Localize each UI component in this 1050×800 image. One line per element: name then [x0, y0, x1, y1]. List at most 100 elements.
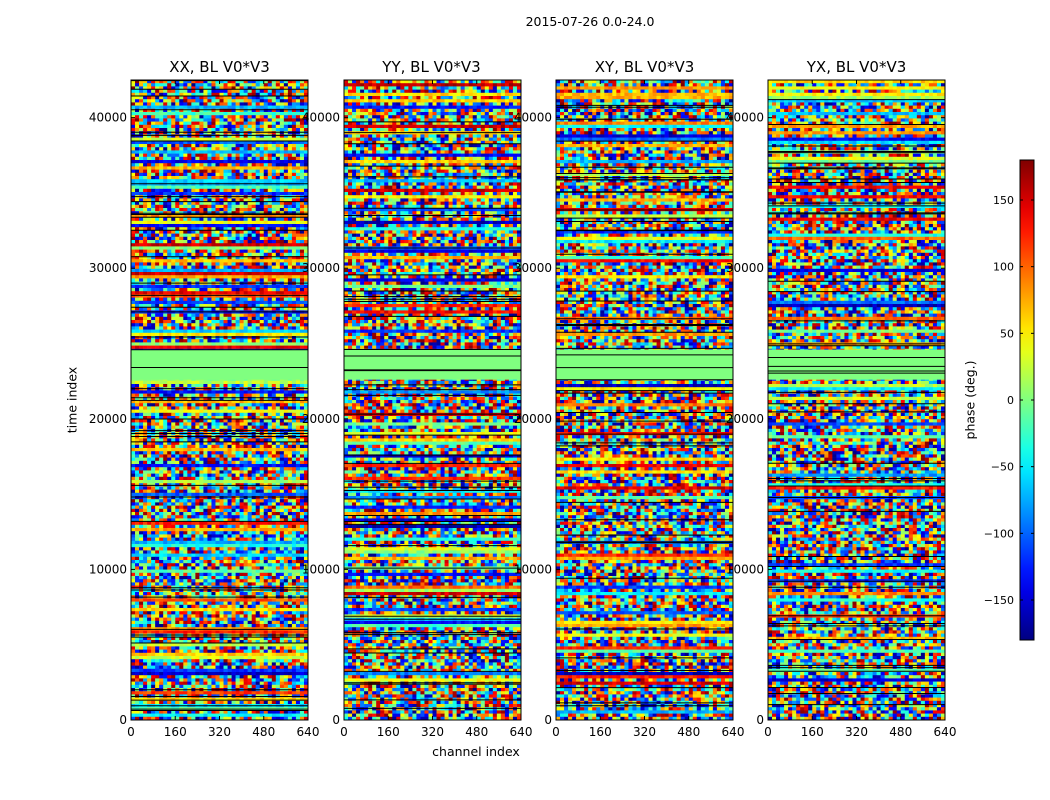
heatmap-cell	[235, 316, 240, 321]
heatmap-cell	[195, 393, 200, 398]
heatmap-cell	[235, 131, 240, 135]
heatmap-cell	[187, 342, 192, 346]
heatmap-cell	[219, 208, 224, 212]
heatmap-cell	[163, 291, 168, 295]
heatmap-cell	[211, 112, 216, 116]
heatmap-cell	[175, 131, 180, 135]
heatmap-cell	[139, 214, 144, 218]
heatmap-cell	[239, 380, 244, 385]
heatmap-cell	[299, 121, 305, 126]
heatmap-cell	[243, 118, 248, 122]
heatmap-cell	[223, 227, 228, 231]
heatmap-cell	[159, 278, 164, 282]
heatmap-cell	[291, 201, 297, 206]
heatmap-cell	[267, 160, 273, 164]
heatmap-cell	[183, 96, 188, 100]
heatmap-cell	[167, 246, 172, 250]
heatmap-cell	[295, 284, 301, 289]
heatmap-cell	[195, 304, 200, 308]
heatmap-cell	[131, 336, 136, 340]
heatmap-cell	[251, 220, 256, 225]
heatmap-cell	[195, 342, 200, 346]
heatmap-cell	[287, 140, 293, 145]
heatmap-cell	[231, 96, 236, 100]
heatmap-cell	[175, 294, 180, 298]
heatmap-cell	[131, 220, 136, 225]
heatmap-cell	[191, 131, 196, 135]
heatmap-cell	[175, 96, 180, 100]
heatmap-cell	[175, 118, 180, 122]
heatmap-cell	[279, 156, 285, 161]
heatmap-cell	[247, 339, 252, 343]
heatmap-cell	[291, 112, 297, 116]
heatmap-cell	[275, 160, 281, 164]
heatmap-cell	[223, 345, 228, 350]
heatmap-cell	[203, 112, 208, 116]
heatmap-cell	[263, 390, 269, 394]
heatmap-cell	[283, 416, 289, 420]
heatmap-cell	[191, 438, 196, 442]
heatmap-cell	[159, 115, 164, 119]
heatmap-cell	[275, 390, 281, 394]
heatmap-cell	[159, 105, 164, 110]
heatmap-cell	[251, 96, 256, 100]
heatmap-cell	[303, 131, 308, 135]
heatmap-cell	[203, 416, 208, 420]
heatmap-cell	[251, 259, 256, 263]
heatmap-cell	[259, 176, 265, 180]
heatmap-cell	[291, 336, 297, 340]
heatmap-cell	[163, 233, 168, 238]
heatmap-cell	[191, 169, 196, 174]
heatmap-cell	[135, 291, 140, 295]
heatmap-cell	[131, 342, 136, 346]
heatmap-cell	[199, 140, 204, 145]
heatmap-cell	[243, 313, 248, 318]
heatmap-cell	[255, 336, 261, 340]
heatmap-cell	[143, 406, 148, 410]
heatmap-cell	[167, 83, 172, 87]
heatmap-cell	[207, 438, 212, 442]
heatmap-cell	[223, 192, 228, 196]
heatmap-cell	[235, 278, 240, 282]
heatmap-cell	[147, 403, 152, 407]
heatmap-cell	[275, 204, 281, 209]
heatmap-cell	[131, 86, 136, 90]
heatmap-cell	[199, 118, 204, 122]
heatmap-cell	[239, 284, 244, 289]
heatmap-cell	[151, 380, 156, 385]
heatmap-cell	[295, 192, 301, 196]
heatmap-cell	[251, 252, 256, 257]
heatmap-cell	[235, 217, 240, 222]
heatmap-cell	[135, 208, 140, 212]
heatmap-cell	[171, 156, 176, 161]
heatmap-cell	[251, 172, 256, 177]
heatmap-cell	[163, 169, 168, 174]
heatmap-cell	[251, 204, 256, 209]
heatmap-cell	[231, 422, 236, 426]
heatmap-cell	[263, 438, 269, 442]
heatmap-cell	[223, 412, 228, 417]
heatmap-cell	[159, 313, 164, 318]
heatmap-cell	[299, 188, 305, 193]
heatmap-cell	[299, 208, 305, 212]
heatmap-cell	[303, 380, 308, 385]
heatmap-cell	[199, 438, 204, 442]
heatmap-cell	[195, 115, 200, 119]
heatmap-cell	[151, 204, 156, 209]
heatmap-cell	[231, 137, 236, 142]
heatmap-cell	[291, 249, 297, 254]
heatmap-cell	[151, 115, 156, 119]
heatmap-cell	[171, 380, 176, 385]
heatmap-cell	[235, 156, 240, 161]
heatmap-cell	[143, 92, 148, 97]
heatmap-cell	[187, 112, 192, 116]
heatmap-cell	[167, 201, 172, 206]
heatmap-cell	[163, 326, 168, 330]
heatmap-cell	[139, 80, 144, 84]
heatmap-cell	[199, 409, 204, 414]
heatmap-cell	[151, 99, 156, 103]
heatmap-cell	[139, 307, 144, 311]
heatmap-cell	[155, 409, 160, 414]
heatmap-cell	[271, 140, 277, 145]
heatmap-cell	[155, 336, 160, 340]
